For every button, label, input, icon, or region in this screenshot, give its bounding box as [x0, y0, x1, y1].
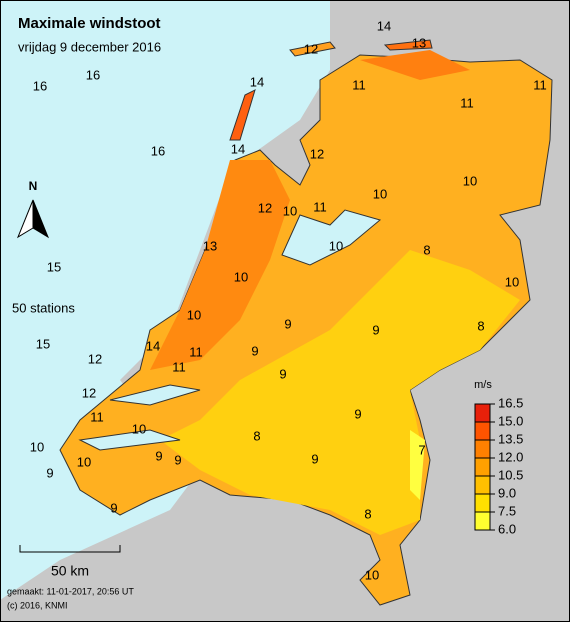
station-value: 16 [33, 78, 47, 93]
subtitle: vrijdag 9 december 2016 [18, 39, 161, 54]
station-value: 9 [279, 366, 286, 381]
station-value: 14 [146, 338, 160, 353]
station-value: 11 [352, 77, 366, 92]
station-value: 13 [203, 238, 217, 253]
station-value: 9 [284, 316, 291, 331]
legend-swatch [474, 457, 491, 477]
station-value: 10 [505, 274, 519, 289]
texel [229, 89, 256, 141]
station-value: 11 [90, 409, 104, 424]
lowest-wind-area [410, 430, 425, 500]
station-value: 11 [189, 344, 203, 359]
station-value: 11 [460, 95, 474, 110]
legend-tick-label: 16.5 [498, 395, 523, 410]
station-value: 15 [36, 336, 50, 351]
station-value: 10 [77, 454, 91, 469]
estuary [78, 429, 181, 451]
north-arrow [32, 199, 50, 239]
station-value: 11 [313, 199, 327, 214]
station-value: 12 [258, 200, 272, 215]
station-value: 10 [463, 173, 477, 188]
ijsselmeer [281, 209, 382, 266]
station-value: 10 [283, 203, 297, 218]
station-value: 8 [423, 242, 430, 257]
station-value: 9 [155, 448, 162, 463]
ameland [383, 39, 433, 51]
low-wind-area [160, 250, 520, 535]
vlieland [289, 41, 336, 57]
station-value: 15 [47, 259, 61, 274]
station-value: 10 [30, 439, 44, 454]
scale-label: 50 km [51, 563, 89, 579]
footer: gemaakt: 11-01-2017, 20:56 UT [7, 586, 134, 596]
station-value: 14 [377, 18, 391, 33]
station-value: 14 [250, 74, 264, 89]
legend-swatch [474, 421, 491, 441]
high-wind-area [150, 160, 290, 370]
station-value: 7 [418, 442, 425, 457]
station-value: 10 [187, 307, 201, 322]
legend-tick-label: 7.5 [498, 503, 516, 518]
station-value: 16 [86, 67, 100, 82]
legend-swatch [474, 475, 491, 495]
station-value: 9 [46, 465, 53, 480]
station-value: 11 [172, 359, 186, 374]
scale-bar [19, 545, 121, 553]
station-value: 9 [251, 343, 258, 358]
station-value: 14 [231, 141, 245, 156]
legend-unit: m/s [474, 379, 492, 391]
station-value: 12 [310, 146, 324, 161]
station-value: 9 [311, 451, 318, 466]
legend-tick-label: 15.0 [498, 413, 523, 428]
legend-tick-label: 9.0 [498, 485, 516, 500]
legend-tick-label: 13.5 [498, 431, 523, 446]
station-value: 10 [234, 269, 248, 284]
station-value: 9 [174, 452, 181, 467]
station-value: 8 [364, 506, 371, 521]
footer: (c) 2016, KNMI [7, 600, 68, 610]
station-value: 9 [354, 406, 361, 421]
legend-swatch [474, 511, 491, 531]
station-value: 9 [110, 500, 117, 515]
station-value: 16 [151, 143, 165, 158]
station-value: 10 [132, 421, 146, 436]
station-count: 50 stations [12, 300, 75, 315]
title: Maximale windstoot [18, 15, 161, 32]
station-value: 10 [365, 567, 379, 582]
station-value: 10 [373, 186, 387, 201]
legend-swatch [474, 403, 491, 423]
station-value: 8 [253, 428, 260, 443]
legend-tick-label: 6.0 [498, 521, 516, 536]
station-value: 13 [412, 35, 426, 50]
legend: 16.5 15.0 13.5 12.0 10.5 9.0 7.5 6.0 [474, 395, 523, 536]
station-value: 9 [372, 322, 379, 337]
station-value: 10 [329, 238, 343, 253]
station-value: 12 [304, 41, 318, 56]
legend-swatch [474, 439, 491, 459]
legend-swatch [474, 493, 491, 513]
north-label: N [29, 179, 38, 193]
station-value: 11 [533, 77, 547, 92]
legend-tick-label: 12.0 [498, 449, 523, 464]
station-value: 12 [88, 351, 102, 366]
high-wind-area [360, 50, 470, 80]
legend-tick-label: 10.5 [498, 467, 523, 482]
station-value: 12 [82, 385, 96, 400]
estuary [109, 384, 201, 406]
station-value: 8 [477, 318, 484, 333]
